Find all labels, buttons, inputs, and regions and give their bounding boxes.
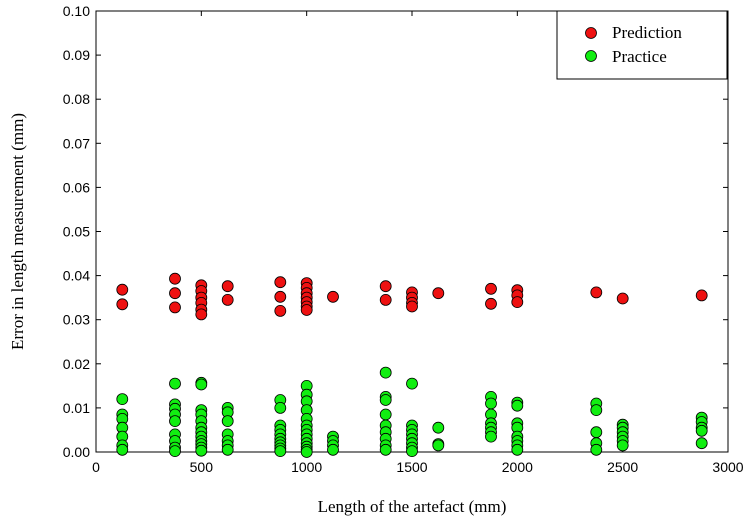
prediction-point — [616, 292, 629, 305]
x-tick-label: 0 — [92, 459, 100, 475]
legend-label-prediction: Prediction — [612, 23, 682, 42]
practice-point — [221, 415, 234, 428]
prediction-point — [379, 280, 392, 293]
practice-point — [195, 444, 208, 457]
prediction-point — [169, 272, 181, 285]
practice-point — [432, 421, 445, 434]
y-tick-label: 0.07 — [63, 135, 90, 151]
prediction-point — [300, 304, 313, 316]
prediction-point — [169, 287, 181, 300]
practice-point — [116, 443, 129, 456]
y-tick-label: 0.05 — [63, 224, 90, 240]
legend-marker-prediction — [585, 27, 597, 39]
practice-point — [221, 443, 234, 456]
practice-point — [169, 377, 181, 390]
practice-point — [590, 404, 603, 417]
prediction-point — [327, 290, 339, 303]
y-tick-label: 0.08 — [63, 91, 90, 107]
practice-point — [274, 445, 287, 458]
y-tick-label: 0.10 — [63, 3, 90, 19]
legend-box — [556, 10, 728, 80]
x-axis-title: Length of the artefact (mm) — [318, 497, 507, 516]
practice-point — [590, 426, 603, 439]
practice-point — [379, 366, 392, 379]
practice-point — [300, 446, 313, 458]
y-tick-label: 0.06 — [63, 179, 90, 195]
practice-point — [379, 443, 392, 456]
x-tick-label: 3000 — [712, 459, 743, 475]
practice-point — [379, 394, 392, 406]
y-axis: 0.00 0.01 0.02 0.03 0.04 0.05 0.06 0.07 0.08 0.09… — [63, 3, 728, 460]
prediction-point — [485, 282, 497, 295]
y-tick-label: 0.00 — [63, 444, 90, 460]
prediction-point — [432, 287, 445, 300]
practice-point — [406, 445, 418, 458]
x-tick-label: 1000 — [291, 459, 322, 475]
prediction-point — [695, 289, 708, 302]
practice-point — [432, 439, 445, 452]
x-tick-label: 1500 — [396, 459, 427, 475]
practice-point — [116, 393, 129, 406]
prediction-point — [116, 283, 129, 296]
practice-point — [590, 443, 603, 456]
practice-point — [195, 378, 208, 391]
practice-point — [695, 437, 708, 450]
x-tick-label: 2500 — [607, 459, 638, 475]
practice-point — [169, 445, 181, 458]
practice-point — [511, 399, 524, 412]
prediction-point — [485, 297, 497, 310]
y-tick-label: 0.03 — [63, 312, 90, 328]
practice-point — [169, 415, 181, 428]
y-tick-label: 0.01 — [63, 400, 90, 416]
prediction-point — [590, 286, 603, 299]
x-tick-label: 2000 — [502, 459, 533, 475]
x-axis: 0 500 1000 1500 2000 2500 3000 — [92, 11, 744, 475]
y-axis-title: Error in length measurement (mm) — [8, 113, 27, 350]
prediction-point — [511, 296, 524, 309]
prediction-point — [116, 298, 129, 311]
prediction-point — [221, 280, 234, 293]
practice-point — [379, 408, 392, 421]
prediction-point — [195, 308, 208, 321]
practice-point — [327, 443, 339, 456]
legend: Prediction Practice — [556, 10, 728, 80]
y-tick-label: 0.02 — [63, 356, 90, 372]
practice-point — [511, 443, 524, 456]
prediction-point — [221, 293, 234, 306]
practice-point — [485, 430, 497, 443]
prediction-point — [406, 300, 418, 313]
prediction-point — [274, 276, 287, 289]
legend-label-practice: Practice — [612, 47, 667, 66]
y-tick-label: 0.09 — [63, 47, 90, 63]
x-tick-label: 500 — [190, 459, 214, 475]
prediction-point — [274, 290, 287, 303]
practice-point — [406, 377, 418, 390]
legend-marker-practice — [585, 50, 597, 62]
prediction-point — [379, 293, 392, 306]
practice-point — [274, 401, 287, 414]
data-points — [116, 272, 708, 458]
y-tick-label: 0.04 — [63, 268, 90, 284]
practice-point — [695, 424, 708, 437]
prediction-point — [169, 301, 181, 314]
prediction-point — [274, 304, 287, 317]
practice-point — [485, 397, 497, 410]
practice-point — [616, 439, 629, 452]
